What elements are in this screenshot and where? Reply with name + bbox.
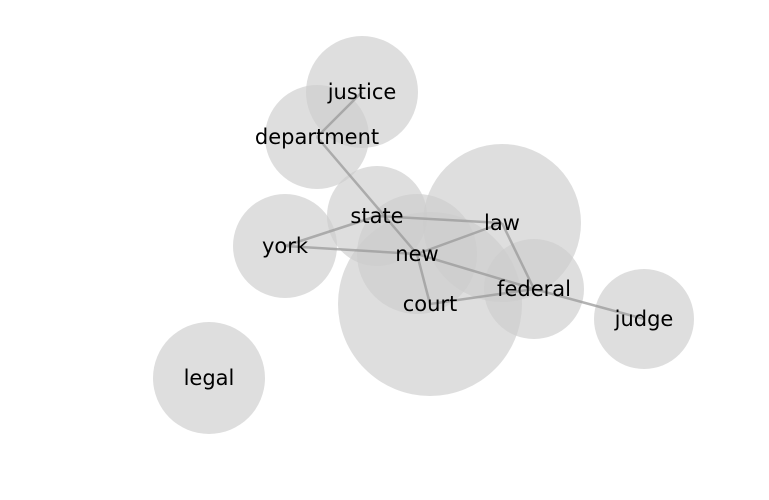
node-label-department: department — [255, 125, 379, 149]
edge-state-law — [376, 214, 503, 225]
edge-law-federal — [500, 222, 536, 290]
edge-federal-judge — [533, 287, 645, 321]
node-label-law: law — [484, 211, 520, 235]
node-circle-legal — [153, 322, 265, 434]
node-label-judge: judge — [614, 307, 674, 331]
edge-new-federal — [416, 252, 535, 291]
edge-justice-department — [316, 91, 363, 138]
edge-york-new — [284, 244, 418, 256]
edge-court-federal — [429, 287, 535, 306]
node-label-new: new — [395, 242, 438, 266]
node-label-legal: legal — [184, 366, 235, 390]
edge-new-law — [416, 221, 503, 256]
node-label-justice: justice — [327, 80, 397, 104]
node-label-york: york — [262, 234, 309, 258]
node-label-court: court — [403, 292, 458, 316]
edges — [284, 91, 645, 321]
node-label-federal: federal — [497, 277, 571, 301]
edge-new-court — [415, 253, 432, 305]
edge-state-york — [284, 214, 378, 248]
node-labels: justice department state law york new co… — [184, 80, 674, 390]
edge-department-new — [316, 136, 418, 255]
node-label-state: state — [350, 204, 403, 228]
